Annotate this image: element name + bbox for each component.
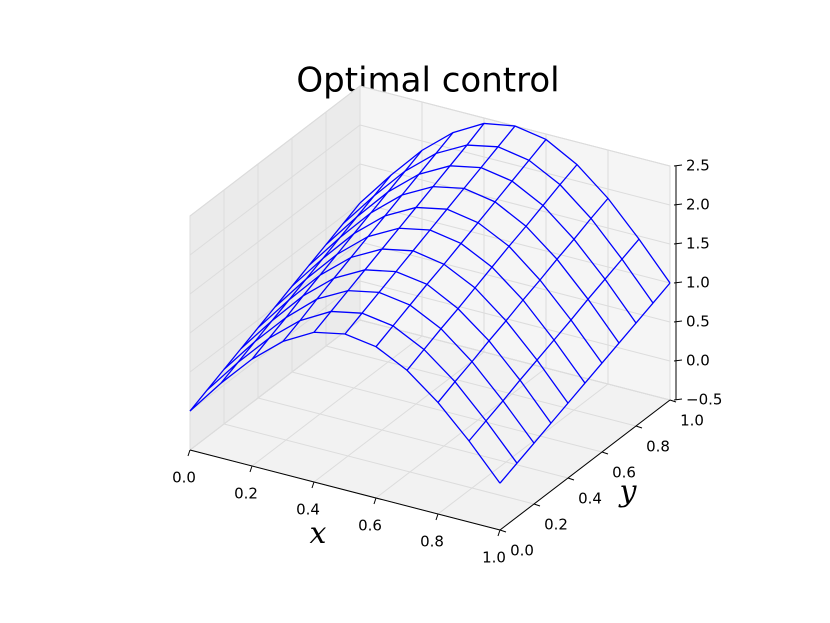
x-tick-label: 0.6 [358, 517, 382, 535]
x-tick-label: 0.2 [234, 485, 258, 503]
grid-line [359, 280, 671, 362]
tick-mark [673, 242, 683, 245]
wire-column [220, 174, 392, 384]
grid-line [437, 383, 609, 515]
z-tick-label: −0.5 [686, 391, 722, 409]
z-tick-label: 2.5 [686, 157, 710, 175]
grid-line [189, 163, 361, 295]
tick-mark [497, 529, 501, 537]
tick-mark [567, 477, 575, 481]
y-tick-label: 0.4 [578, 490, 602, 508]
grid-line [223, 423, 535, 505]
y-axis-line [499, 399, 671, 531]
grid-line [359, 124, 671, 206]
tick-mark [673, 398, 683, 401]
grid-line [251, 335, 423, 467]
grid-line [189, 124, 361, 256]
x-tick-label: 0.8 [420, 533, 444, 551]
z-tick-label: 2.0 [686, 196, 710, 214]
tick-mark [187, 449, 191, 457]
grid-line [189, 85, 361, 217]
x-tick-label: 1.0 [482, 549, 506, 567]
x-axis-label: x [310, 516, 327, 551]
wire-column [499, 282, 671, 484]
grid-line [359, 241, 671, 323]
wire-column [344, 125, 516, 335]
z-tick-label: 1.0 [686, 274, 710, 292]
tick-mark [673, 203, 683, 206]
grid-line [359, 163, 671, 245]
wire-column [375, 139, 547, 348]
wire-column [282, 132, 454, 342]
tick-mark [435, 513, 439, 521]
y-tick-label: 0.0 [510, 542, 534, 560]
grid-line [313, 351, 485, 483]
grid-line [359, 319, 671, 401]
grid-line [189, 202, 361, 334]
grid-line [359, 202, 671, 284]
wire-column [251, 149, 423, 360]
tick-mark [311, 481, 315, 489]
wire-column [437, 197, 609, 403]
x-tick-label: 0.0 [172, 469, 196, 487]
tick-mark [673, 164, 683, 167]
z-tick-label: 1.5 [686, 235, 710, 253]
grid-line [291, 371, 603, 453]
tick-mark [673, 281, 683, 284]
grid-line [375, 367, 547, 499]
y-tick-label: 0.8 [646, 438, 670, 456]
z-tick-label: 0.0 [686, 352, 710, 370]
x-axis-line [189, 449, 501, 531]
grid-line [189, 319, 361, 451]
y-tick-label: 0.6 [612, 464, 636, 482]
chart-title: Optimal control [296, 61, 559, 101]
y-tick-label: 1.0 [680, 412, 704, 430]
x-tick-label: 0.4 [296, 501, 320, 519]
tick-mark [499, 529, 507, 533]
z-tick-label: 0.5 [686, 313, 710, 331]
y-axis-label: y [618, 474, 638, 509]
wire-column [189, 202, 361, 412]
wire-column [468, 238, 640, 442]
wire-column [313, 123, 485, 333]
tick-mark [673, 359, 683, 362]
tick-mark [373, 497, 377, 505]
wire-column [406, 164, 578, 371]
tick-mark [533, 503, 541, 507]
tick-mark [669, 399, 677, 403]
tick-mark [673, 320, 683, 323]
grid-line [325, 345, 637, 427]
tick-mark [601, 451, 609, 455]
tick-mark [635, 425, 643, 429]
y-tick-label: 0.2 [544, 516, 568, 534]
tick-mark [249, 465, 253, 473]
